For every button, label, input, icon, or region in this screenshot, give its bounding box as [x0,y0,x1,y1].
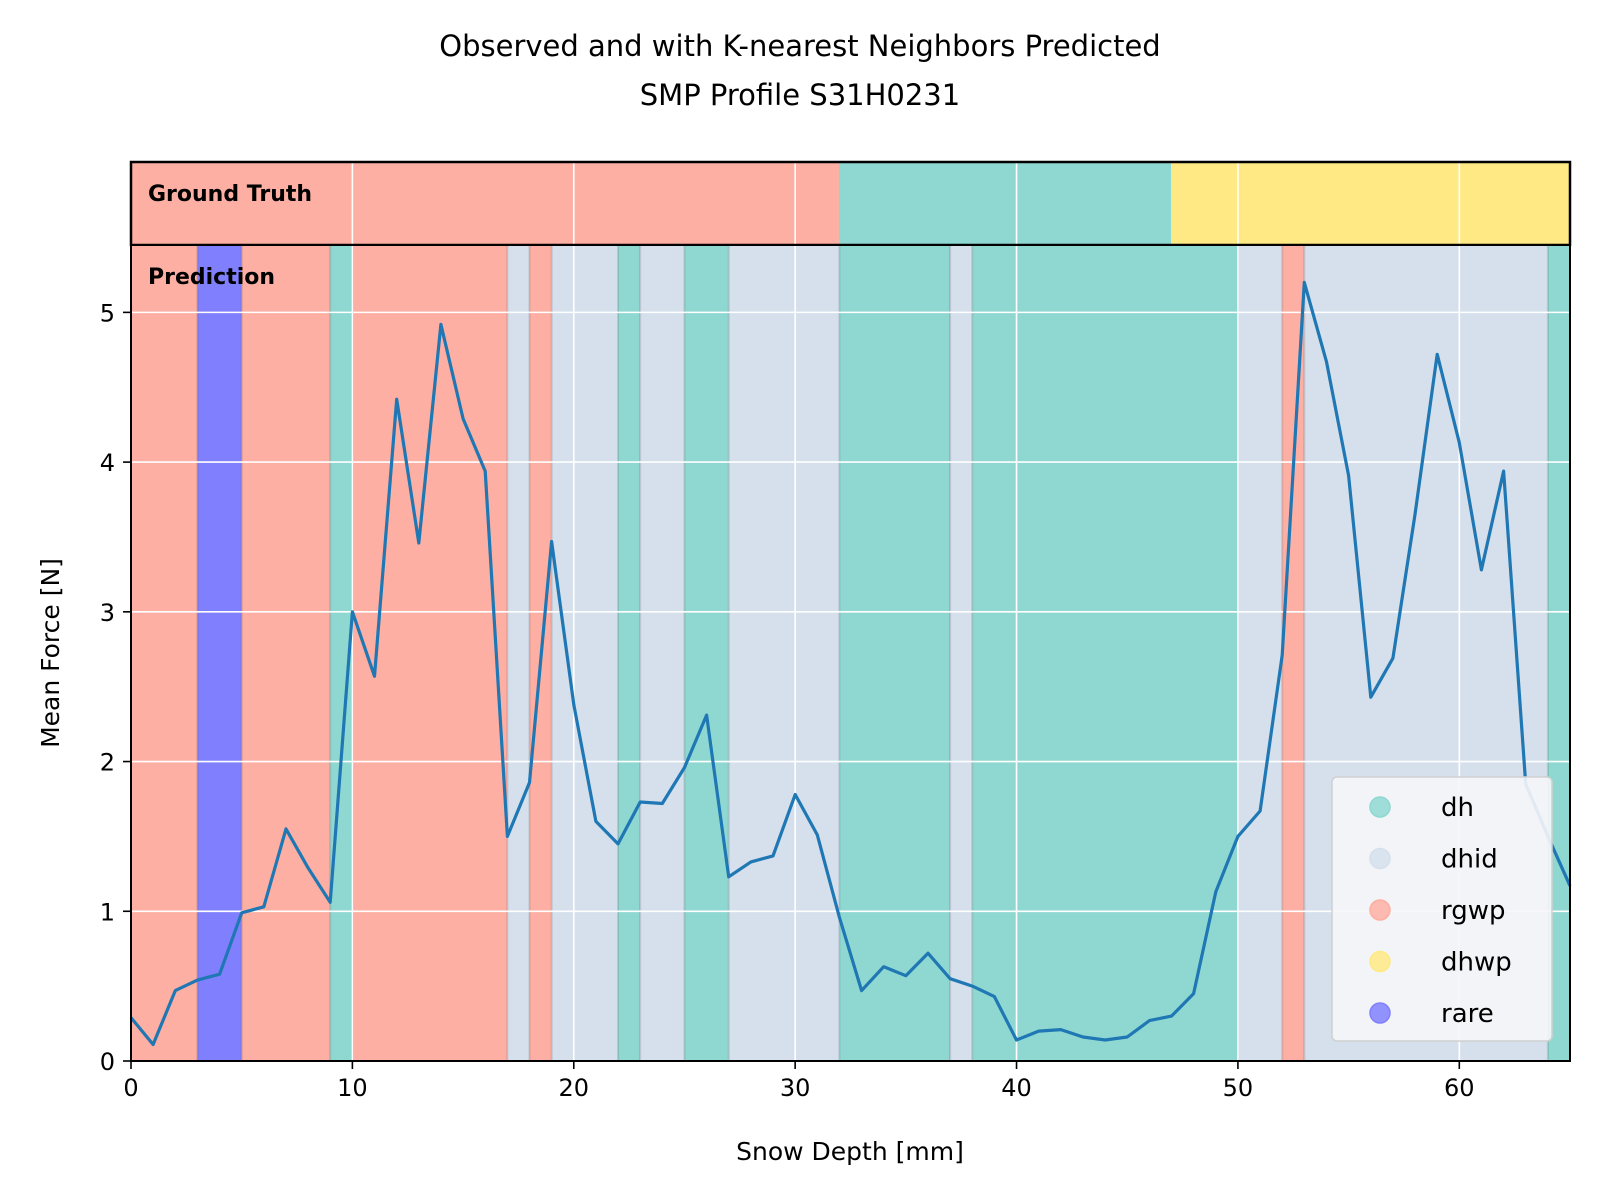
y-tick-label: 5 [100,299,115,327]
x-tick-label: 60 [1444,1074,1475,1102]
legend-marker-rare [1369,1002,1391,1024]
prediction-segment-dhid [507,245,530,1061]
prediction-segment-dh [972,245,1238,1061]
ground-truth-segment-dh [838,161,1173,246]
chart-title: Observed and with K-nearest Neighbors Pr… [439,29,1160,63]
y-tick-label: 3 [100,599,115,627]
x-tick-label: 50 [1223,1074,1254,1102]
series-line-mean-force [129,280,1572,1047]
legend-marker-dhid [1369,847,1391,870]
legend-marker-dhwp [1369,950,1391,973]
prediction-segment-rgwp [352,245,508,1061]
x-tick-label: 40 [1001,1074,1032,1102]
prediction-segment-rare [197,245,242,1061]
y-axis-label: Mean Force [N] [36,558,65,748]
ground-truth-segment-dhwp [1171,161,1571,246]
prediction-label: Prediction [148,265,275,290]
y-tick-label: 2 [100,749,115,777]
x-axis-label: Snow Depth [mm] [736,1137,964,1166]
legend-label-rgwp: rgwp [1441,896,1506,926]
prediction-segment-rgwp [1282,245,1305,1061]
plot-frame [130,244,1571,1062]
prediction-segment-dh [618,245,641,1061]
gridlines [130,245,1570,1062]
prediction-segment-rgwp [241,245,331,1061]
x-tick-label: 20 [558,1074,589,1102]
legend-label-rare: rare [1441,999,1494,1029]
x-axis: 0 10 20 30 40 50 60 [123,1061,1475,1102]
x-tick-label: 30 [780,1074,811,1102]
legend-items: dh dhid rgwp dhwp rare [1369,793,1512,1029]
chart-subtitle: SMP Profile S31H0231 [640,78,960,112]
legend-marker-dh [1369,796,1391,818]
legend-marker-rgwp [1369,899,1391,921]
prediction-segment-dh [1547,245,1570,1061]
prediction-segment-dh [684,245,729,1061]
prediction-segments [131,245,1570,1061]
y-tick-label: 0 [100,1048,115,1076]
y-tick-label: 4 [100,449,115,477]
x-tick-label: 0 [123,1074,138,1102]
prediction-segment-dhid [950,245,973,1061]
legend-label-dhid: dhid [1441,845,1498,875]
legend-label-dhwp: dhwp [1441,948,1512,978]
prediction-segment-rgwp [131,245,198,1061]
ground-truth-label: Ground Truth [148,182,312,207]
y-axis: 0 1 2 3 4 5 [100,299,131,1076]
ground-truth-strip: Ground Truth [129,160,1572,247]
legend-label-dh: dh [1441,793,1474,823]
plot-area: Prediction [129,244,1572,1062]
y-tick-label: 1 [100,898,115,926]
ground-truth-segment-rgwp [130,161,840,246]
prediction-segment-dhid [1237,245,1283,1061]
prediction-segment-dhid [640,245,685,1061]
x-tick-label: 10 [337,1074,368,1102]
ground-truth-segments [130,161,1571,246]
prediction-segment-dhid [728,245,840,1061]
legend: dh dhid rgwp dhwp rare [1331,776,1553,1042]
prediction-segment-dh [839,245,951,1061]
legend-frame [1331,776,1553,1042]
prediction-segment-dhid [551,245,619,1061]
prediction-segment-dh [330,245,353,1061]
